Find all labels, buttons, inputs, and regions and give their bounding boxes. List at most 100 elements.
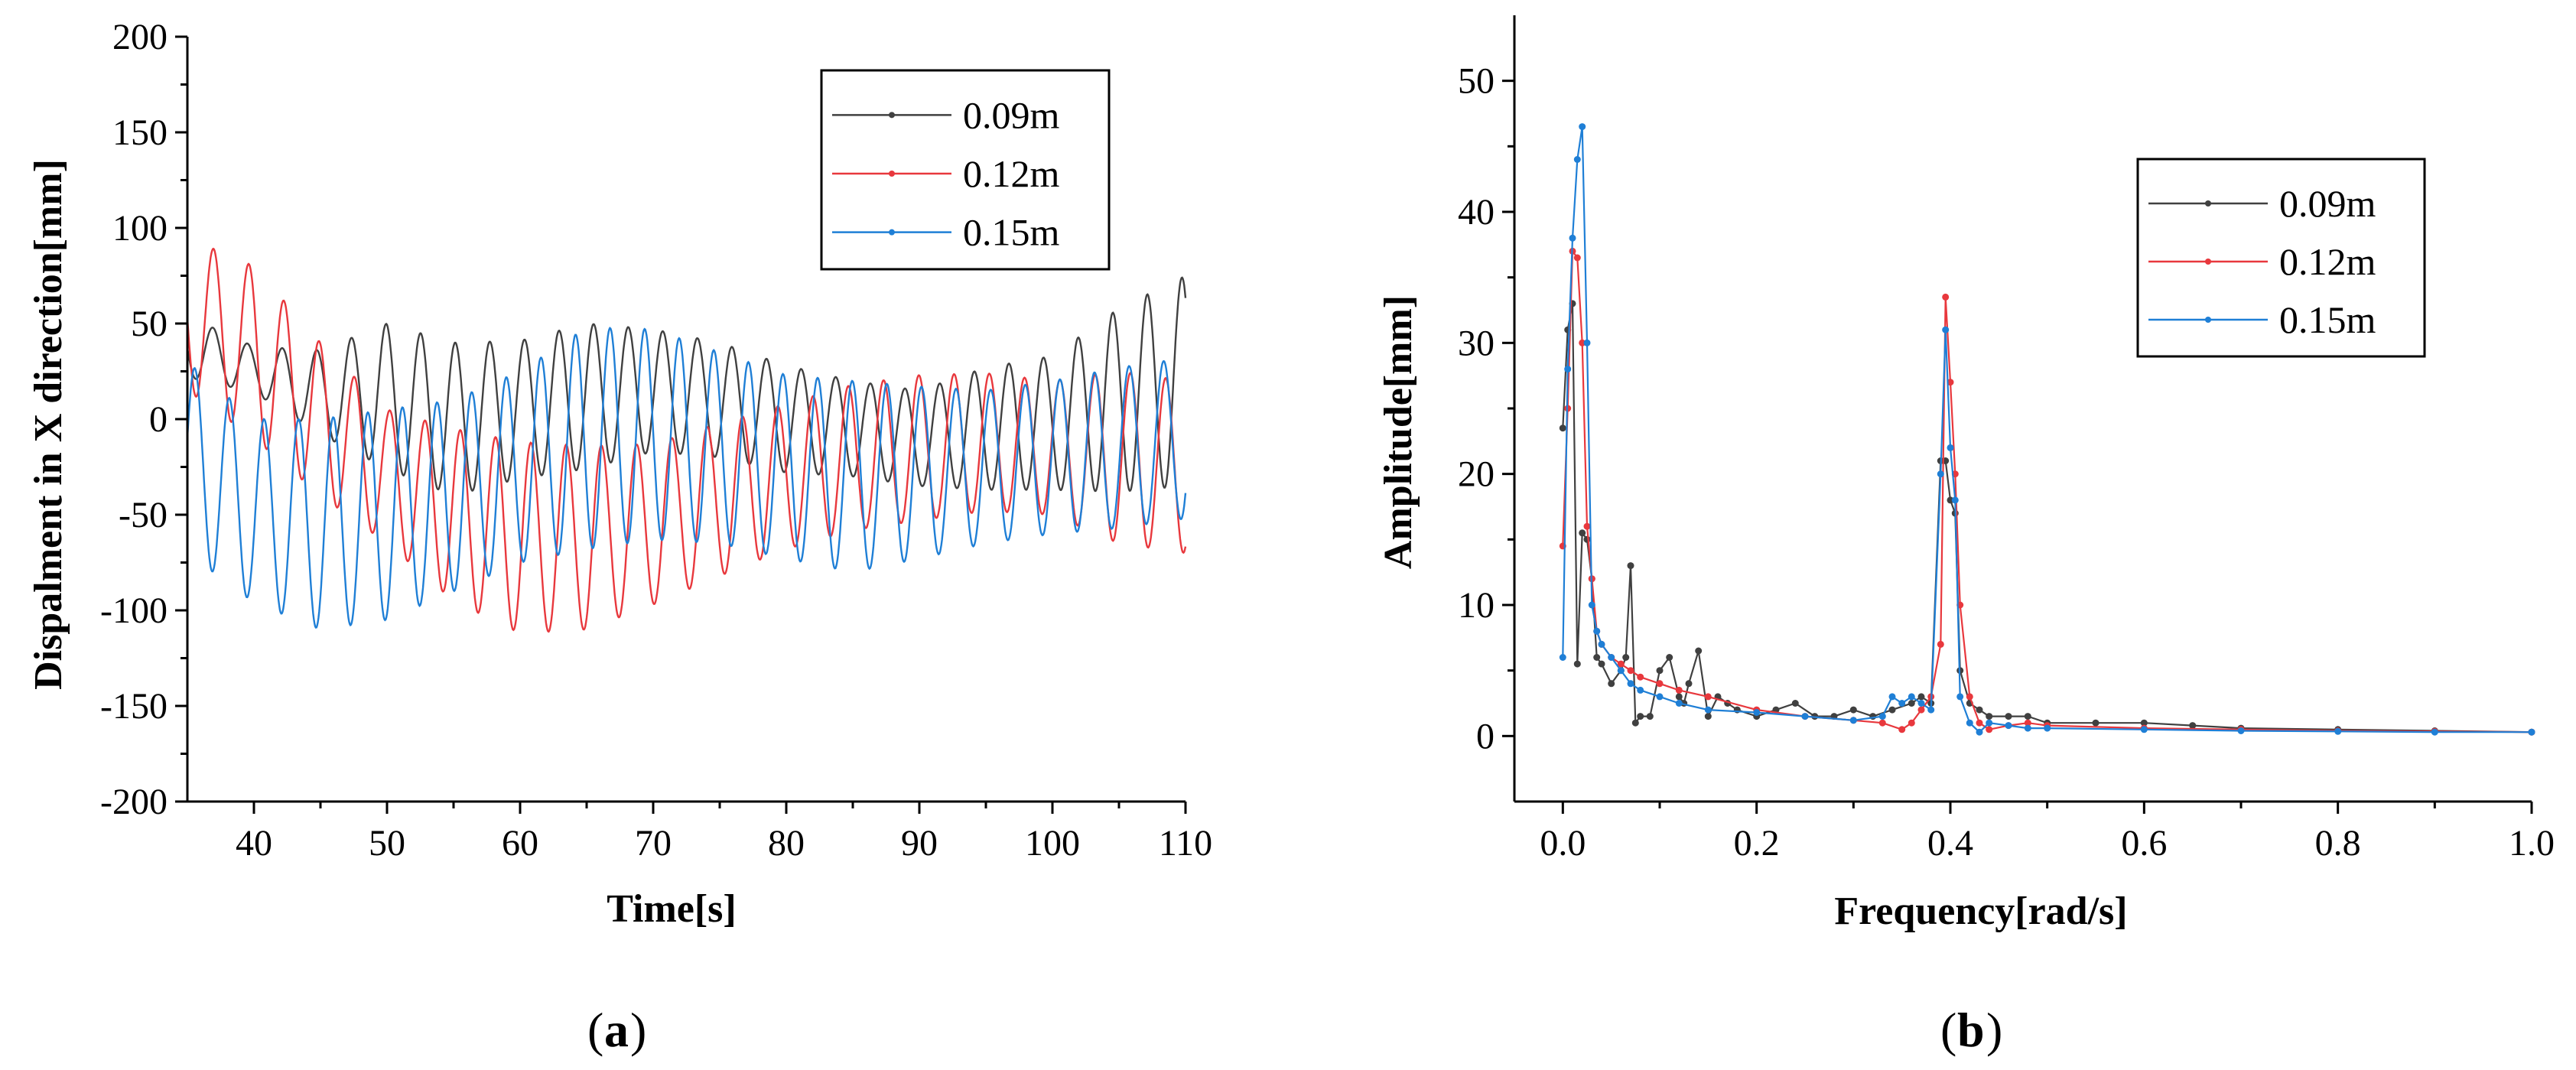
panel-b-series-group	[1559, 123, 2535, 736]
panel-b-point-0.09m	[1685, 680, 1693, 688]
panel-b-point-0.12m	[1878, 719, 1886, 727]
panel-b-point-0.15m	[1908, 693, 1915, 701]
panel-b-point-0.12m	[1947, 379, 1954, 386]
panel-b-point-0.15m	[2431, 728, 2438, 736]
panel-b-point-0.09m	[1598, 660, 1605, 668]
panel-b-point-0.15m	[1617, 667, 1625, 675]
panel-b-x-axis-title: Frequency[rad/s]	[1834, 889, 2127, 933]
panel-a-caption: ( a )	[587, 1003, 646, 1057]
panel-b-point-0.09m	[2140, 719, 2148, 727]
panel-a-legend-marker-0.15m	[889, 229, 895, 236]
panel-b-point-0.12m	[1966, 693, 1973, 701]
panel-a-legend-marker-0.12m	[889, 171, 895, 177]
panel-b-point-0.09m	[1791, 700, 1799, 707]
panel-b-point-0.15m	[1976, 728, 1983, 736]
panel-b-point-0.09m	[1608, 680, 1615, 688]
panel-b-point-0.09m	[1573, 660, 1581, 668]
panel-b-point-0.15m	[2044, 724, 2051, 732]
panel-b-point-0.09m	[1888, 706, 1896, 714]
panel-b-x-tick-label: 0.4	[1927, 823, 1973, 863]
panel-b-point-0.09m	[1695, 647, 1703, 655]
panel-b-point-0.15m	[1627, 680, 1634, 688]
panel-b-point-0.09m	[1917, 693, 1925, 701]
panel-b-point-0.12m	[1675, 686, 1683, 694]
panel-b-point-0.15m	[1593, 627, 1601, 635]
panel-b-x-tick-label: 1.0	[2509, 823, 2555, 863]
panel-b-point-0.15m	[1966, 719, 1973, 727]
panel-b-legend-label-0.15m: 0.15m	[2279, 298, 2376, 341]
panel-b-point-0.15m	[2334, 727, 2342, 735]
panel-a-y-tick-label: -100	[100, 590, 168, 631]
panel-a-caption-close: )	[630, 1003, 646, 1057]
panel-b-y-tick-label: 40	[1458, 192, 1495, 233]
panel-b-legend: 0.09m 0.12m 0.15m	[2136, 158, 2426, 358]
panel-a-legend-label-0.15m: 0.15m	[963, 211, 1060, 254]
panel-b-point-0.15m	[1559, 654, 1566, 661]
panel-a-x-tick-label: 60	[502, 823, 538, 863]
panel-b-point-0.15m	[1579, 123, 1586, 131]
panel-b-point-0.09m	[1849, 706, 1857, 714]
panel-b-legend-label-0.09m: 0.09m	[2279, 182, 2376, 225]
panel-a-series-0.12m	[186, 247, 1187, 633]
panel-b-point-0.15m	[1583, 339, 1591, 346]
panel-b-legend-marker-0.09m	[2205, 200, 2211, 207]
panel-b-caption-open: (	[1940, 1003, 1956, 1057]
panel-b-series-0.09m	[1562, 303, 2532, 733]
panel-b-point-0.09m	[1656, 667, 1664, 675]
panel-b-point-0.12m	[1704, 693, 1712, 701]
panel-a-y-tick-label: -200	[100, 782, 168, 822]
panel-a-y-tick-label: 0	[149, 399, 168, 440]
panel-b-point-0.12m	[1656, 680, 1664, 688]
panel-b-point-0.09m	[1622, 654, 1630, 661]
panel-b-point-0.12m	[1986, 726, 1993, 733]
panel-b-x-tick-label: 0.0	[1540, 823, 1586, 863]
panel-b-point-0.09m	[1947, 496, 1954, 504]
panel-b-legend-marker-0.12m	[2205, 259, 2211, 265]
panel-b-point-0.15m	[1878, 713, 1886, 720]
panel-b-point-0.15m	[1986, 719, 1993, 727]
panel-b-point-0.09m	[1675, 693, 1683, 701]
panel-b-point-0.09m	[1908, 700, 1915, 707]
panel-a-axes: 40 50 60 70 80 90 100 110 -200 -150 -100 -50 0 50 100 1…	[100, 17, 1212, 863]
panel-b-caption-close: )	[1986, 1003, 2002, 1057]
panel-b-point-0.12m	[1942, 293, 1950, 301]
panel-a-x-tick-label: 70	[635, 823, 672, 863]
panel-a-x-tick-label: 90	[901, 823, 938, 863]
panel-b-point-0.09m	[1627, 562, 1634, 570]
panel-b-point-0.12m	[1898, 726, 1906, 733]
panel-b-point-0.09m	[1646, 713, 1654, 720]
panel-b-point-0.15m	[1937, 470, 1944, 478]
panel-a-legend-label-0.09m: 0.09m	[963, 93, 1060, 136]
panel-a-caption-open: (	[587, 1003, 603, 1057]
panel-b-point-0.15m	[1753, 709, 1761, 716]
panel-a-x-tick-label: 50	[369, 823, 405, 863]
panel-a-y-axis-title: Dispalment in X direction[mm]	[27, 159, 70, 690]
panel-a-legend-marker-0.09m	[889, 112, 895, 119]
panel-a-y-tick-label: 200	[112, 17, 168, 57]
panel-b-point-0.15m	[1598, 640, 1605, 648]
panel-a-x-axis-title: Time[s]	[607, 887, 736, 931]
panel-b-caption: ( b )	[1940, 1003, 2002, 1057]
panel-a-y-tick-label: -50	[119, 495, 168, 535]
panel-b-point-0.12m	[1937, 640, 1944, 648]
panel-b-point-0.15m	[1898, 700, 1906, 707]
panel-a-y-tick-label: 100	[112, 208, 168, 249]
panel-b-point-0.15m	[2005, 722, 2012, 730]
panel-b-point-0.15m	[1917, 700, 1925, 707]
panel-b-point-0.15m	[2140, 726, 2148, 733]
panel-b-point-0.15m	[1801, 713, 1809, 720]
panel-b-point-0.09m	[1631, 719, 1639, 727]
panel-a-caption-label: a	[604, 1003, 629, 1057]
panel-b-y-tick-label: 20	[1458, 454, 1495, 495]
panel-b-y-tick-label: 10	[1458, 585, 1495, 626]
panel-b-point-0.12m	[1617, 660, 1625, 668]
panel-b-point-0.12m	[1976, 719, 1983, 727]
panel-b-chart: 0.0 0.2 0.4 0.6 0.8 1.0 0 10 20 30 40 50 0.09m 0.12m…	[1377, 15, 2555, 1057]
panel-b-point-0.15m	[1675, 700, 1683, 707]
panel-b-x-tick-label: 0.2	[1734, 823, 1780, 863]
panel-a-y-tick-label: -150	[100, 686, 168, 727]
panel-b-point-0.09m	[1637, 713, 1644, 720]
panel-b-point-0.09m	[2005, 713, 2012, 720]
panel-a-series-group	[186, 247, 1187, 633]
